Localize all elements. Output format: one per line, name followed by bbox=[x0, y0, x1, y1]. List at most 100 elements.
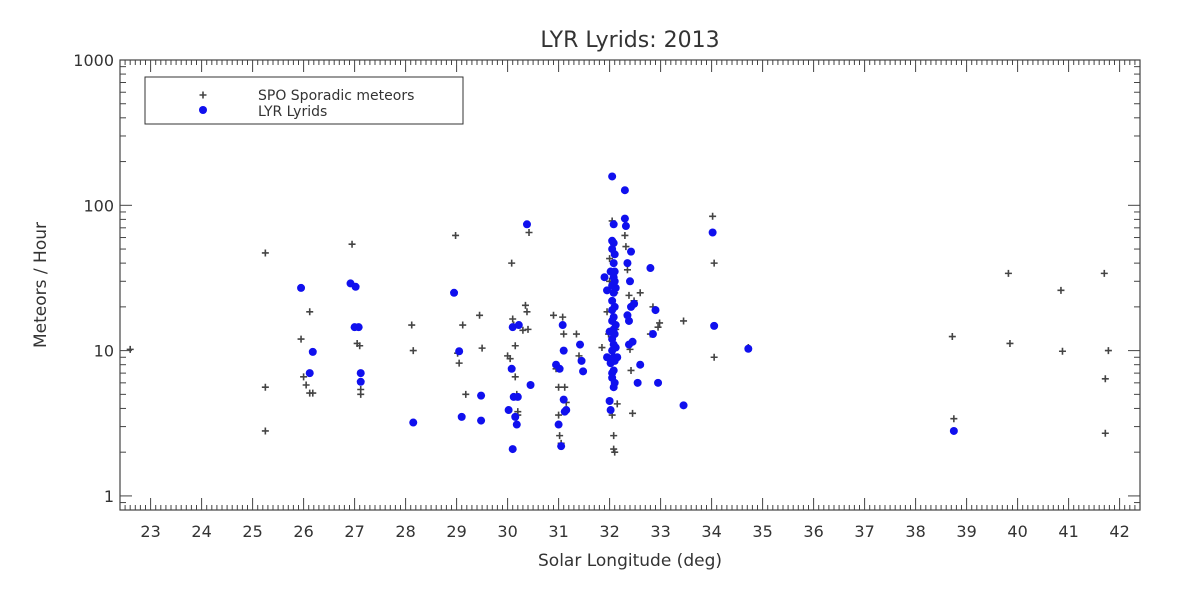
lyrids-point bbox=[508, 445, 517, 454]
lyrids-point bbox=[609, 366, 618, 375]
lyrids-point bbox=[450, 288, 459, 297]
sporadic-point bbox=[511, 342, 519, 350]
x-tick-label: 41 bbox=[1058, 522, 1078, 541]
sporadic-point bbox=[629, 409, 637, 417]
x-tick-label: 33 bbox=[650, 522, 670, 541]
lyrids-point bbox=[577, 356, 586, 365]
lyrids-point bbox=[354, 323, 363, 332]
x-tick-label: 29 bbox=[446, 522, 466, 541]
x-axis-label: Solar Longitude (deg) bbox=[538, 551, 722, 571]
lyrids-point bbox=[949, 426, 958, 435]
lyrids-point bbox=[526, 380, 535, 389]
lyrids-point bbox=[609, 239, 618, 248]
sporadic-point bbox=[950, 415, 958, 423]
lyrids-point bbox=[457, 412, 466, 421]
sporadic-point bbox=[636, 289, 644, 297]
x-tick-label: 28 bbox=[395, 522, 415, 541]
lyrids-point bbox=[559, 346, 568, 355]
sporadic-point bbox=[610, 432, 618, 440]
legend-marker-lyrids bbox=[199, 106, 207, 114]
lyrids-point bbox=[409, 418, 418, 427]
sporadic-point bbox=[261, 427, 269, 435]
sporadic-point bbox=[1101, 429, 1109, 437]
lyrids-point bbox=[610, 302, 619, 311]
sporadic-point bbox=[1104, 347, 1112, 355]
legend-box bbox=[144, 76, 464, 125]
lyrids-point bbox=[455, 347, 464, 356]
x-tick-label: 34 bbox=[701, 522, 721, 541]
lyrids-point bbox=[504, 406, 513, 415]
lyrids-point bbox=[609, 313, 618, 322]
sporadic-point bbox=[409, 347, 417, 355]
lyrids-point bbox=[611, 321, 620, 330]
lyrids-point bbox=[621, 222, 630, 231]
y-tick-label: 10 bbox=[94, 342, 114, 361]
y-axis-ticks: 1 10 100 1000 bbox=[73, 51, 1140, 511]
sporadic-point bbox=[1006, 339, 1014, 347]
lyrids-point bbox=[356, 377, 365, 386]
sporadic-point bbox=[611, 448, 619, 456]
lyrids-point bbox=[628, 337, 637, 346]
x-tick-label: 37 bbox=[854, 522, 874, 541]
sporadic-point bbox=[261, 383, 269, 391]
y-tick-label: 1000 bbox=[73, 51, 114, 70]
lyrids-point bbox=[744, 344, 753, 353]
lyrids-point bbox=[708, 228, 717, 237]
sporadic-point bbox=[555, 411, 563, 419]
sporadic-point bbox=[555, 383, 563, 391]
legend-label-lyrids: LYR Lyrids bbox=[258, 104, 327, 120]
sporadic-point bbox=[709, 212, 717, 220]
lyrids-point bbox=[562, 406, 571, 415]
legend: SPO Sporadic meteors LYR Lyrids bbox=[144, 76, 464, 125]
sporadic-point bbox=[1057, 286, 1065, 294]
x-tick-label: 25 bbox=[242, 522, 262, 541]
lyrids-point bbox=[511, 412, 520, 421]
sporadic-point bbox=[560, 330, 568, 338]
lyrids-point bbox=[609, 220, 618, 229]
legend-circle-marker bbox=[199, 106, 207, 114]
lyrids-point bbox=[576, 340, 585, 349]
lyrids-point bbox=[654, 378, 663, 387]
x-tick-label: 42 bbox=[1109, 522, 1129, 541]
lyrids-point bbox=[477, 391, 486, 400]
lyrids-point bbox=[351, 282, 360, 291]
sporadic-point bbox=[524, 325, 532, 333]
lyrids-point bbox=[610, 330, 619, 339]
lyrids-point bbox=[507, 364, 516, 373]
lyrids-point bbox=[554, 420, 563, 429]
sporadic-point bbox=[623, 266, 631, 274]
lyrids-point bbox=[633, 378, 642, 387]
lyrids-point bbox=[608, 296, 617, 305]
sporadic-point bbox=[572, 330, 580, 338]
sporadic-point bbox=[261, 249, 269, 257]
sporadic-point bbox=[506, 355, 514, 363]
sporadic-point bbox=[598, 344, 606, 352]
data-points bbox=[126, 172, 1112, 456]
lyrids-point bbox=[648, 330, 657, 339]
sporadic-point bbox=[478, 344, 486, 352]
sporadic-point bbox=[1101, 375, 1109, 383]
x-tick-label: 24 bbox=[191, 522, 211, 541]
chart-title: LYR Lyrids: 2013 bbox=[540, 28, 719, 53]
sporadic-point bbox=[710, 353, 718, 361]
lyrids-point bbox=[620, 186, 629, 195]
sporadic-point bbox=[300, 373, 308, 381]
sporadic-point bbox=[622, 243, 630, 251]
x-tick-label: 27 bbox=[344, 522, 364, 541]
sporadic-point bbox=[654, 323, 662, 331]
lyrids-point bbox=[623, 259, 632, 268]
sporadic-point bbox=[462, 390, 470, 398]
lyrids-point bbox=[513, 392, 522, 401]
lyrids-point bbox=[305, 369, 314, 378]
lyrids-point bbox=[610, 277, 619, 286]
sporadic-point bbox=[561, 383, 569, 391]
lyrids-point bbox=[613, 353, 622, 362]
sporadic-point bbox=[356, 342, 364, 350]
lyrids-point bbox=[297, 283, 306, 292]
x-tick-label: 38 bbox=[905, 522, 925, 541]
sporadic-point bbox=[680, 317, 688, 325]
x-tick-label: 26 bbox=[293, 522, 313, 541]
sporadic-point bbox=[656, 319, 664, 327]
sporadic-point bbox=[455, 359, 463, 367]
